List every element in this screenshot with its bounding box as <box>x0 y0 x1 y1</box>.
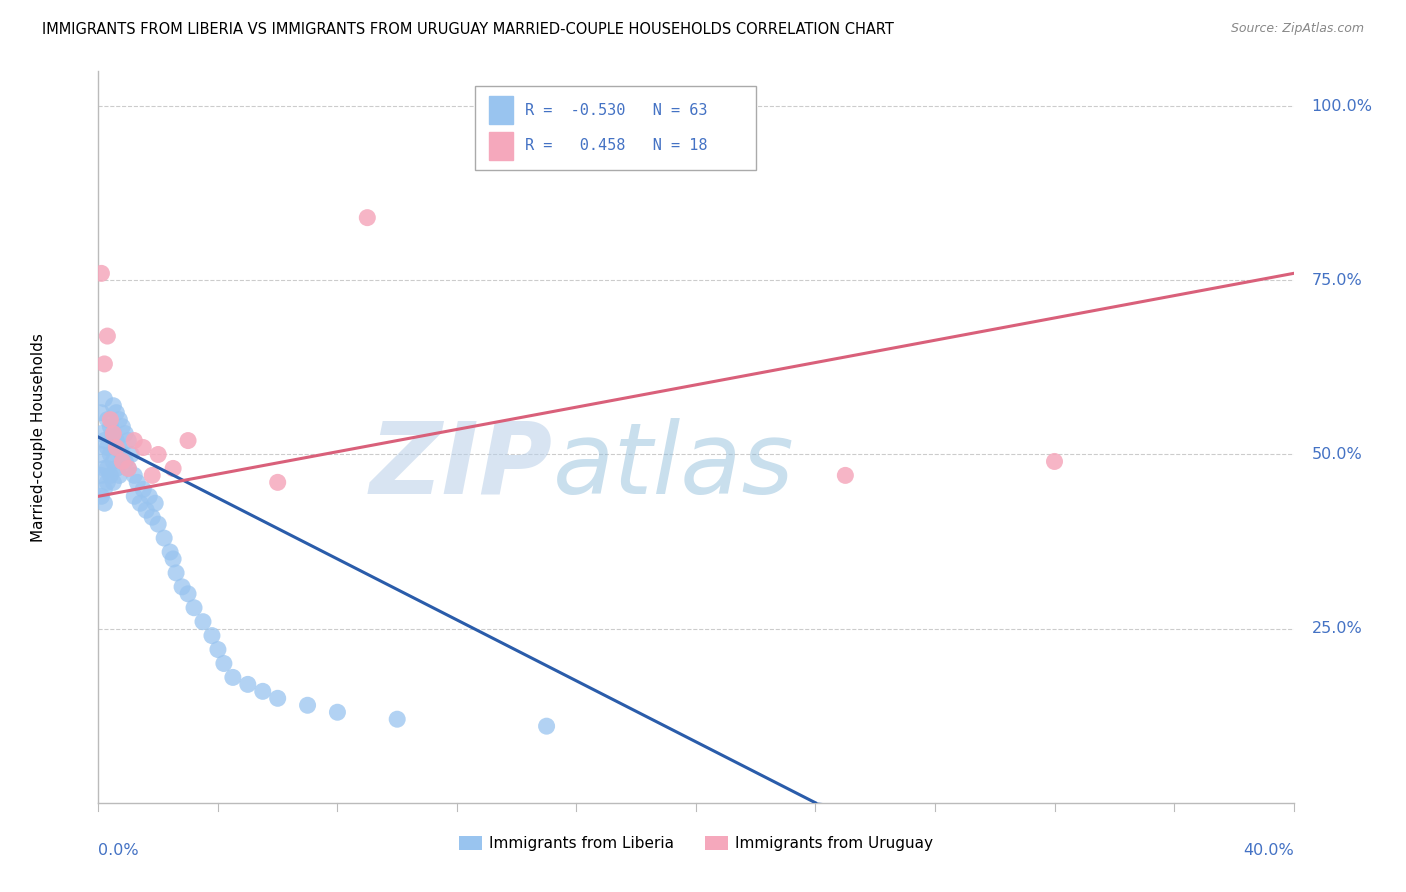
Point <box>98 419 122 434</box>
Point <box>93 496 115 510</box>
Point <box>1043 454 1066 468</box>
Point <box>90 406 112 420</box>
Point <box>177 587 200 601</box>
Point <box>90 489 112 503</box>
Point <box>103 475 125 490</box>
Point <box>297 698 319 713</box>
Point <box>141 468 163 483</box>
Point <box>105 461 128 475</box>
Point <box>93 461 115 475</box>
Point <box>98 412 122 426</box>
Point <box>252 684 274 698</box>
Text: 75.0%: 75.0% <box>1312 273 1362 288</box>
Text: Married-couple Households: Married-couple Households <box>31 333 46 541</box>
Point <box>143 496 166 510</box>
Point <box>98 468 122 483</box>
Point <box>172 580 194 594</box>
Point <box>159 545 181 559</box>
Point <box>162 552 184 566</box>
Point <box>162 461 184 475</box>
Text: atlas: atlas <box>553 417 794 515</box>
Point <box>93 357 115 371</box>
Point <box>129 496 152 510</box>
Point <box>135 503 157 517</box>
Point <box>90 448 112 462</box>
Point <box>93 483 115 497</box>
Point <box>201 629 224 643</box>
Point <box>148 517 170 532</box>
Text: ZIP: ZIP <box>370 417 553 515</box>
Point <box>124 489 146 503</box>
Point <box>132 483 155 497</box>
Point <box>117 461 139 475</box>
FancyBboxPatch shape <box>475 86 756 170</box>
Point <box>141 510 163 524</box>
Point <box>212 657 235 671</box>
Point <box>108 441 131 455</box>
Point <box>207 642 229 657</box>
Point <box>267 691 290 706</box>
Point <box>103 426 125 441</box>
Point <box>153 531 176 545</box>
Point <box>536 719 558 733</box>
Point <box>127 475 149 490</box>
Point <box>111 419 134 434</box>
Point <box>138 489 160 503</box>
Text: 0.0%: 0.0% <box>98 843 139 858</box>
Point <box>105 441 128 455</box>
Point <box>108 412 131 426</box>
Text: 25.0%: 25.0% <box>1312 621 1362 636</box>
Point <box>90 468 112 483</box>
Point <box>120 448 142 462</box>
Point <box>93 392 115 406</box>
Point <box>183 600 205 615</box>
Point <box>111 448 134 462</box>
Point <box>191 615 214 629</box>
Point <box>356 211 378 225</box>
Point <box>236 677 259 691</box>
Point <box>96 461 118 475</box>
Bar <box>489 96 513 124</box>
Point <box>90 426 112 441</box>
Text: R =   0.458   N = 18: R = 0.458 N = 18 <box>524 138 707 153</box>
Point <box>124 434 146 448</box>
Point <box>117 434 139 448</box>
Point <box>108 468 131 483</box>
Bar <box>489 132 513 160</box>
Point <box>117 461 139 475</box>
Point <box>124 468 146 483</box>
Point <box>165 566 187 580</box>
Point <box>385 712 409 726</box>
Point <box>834 468 856 483</box>
Point <box>114 454 136 468</box>
Point <box>177 434 200 448</box>
Text: 40.0%: 40.0% <box>1243 843 1294 858</box>
Point <box>114 426 136 441</box>
Point <box>90 266 112 280</box>
Point <box>93 434 115 448</box>
Point <box>98 448 122 462</box>
Text: 50.0%: 50.0% <box>1312 447 1362 462</box>
Point <box>222 670 245 684</box>
Point <box>105 406 128 420</box>
Text: Source: ZipAtlas.com: Source: ZipAtlas.com <box>1230 22 1364 36</box>
Point <box>132 441 155 455</box>
Point <box>267 475 290 490</box>
Text: 100.0%: 100.0% <box>1312 99 1372 113</box>
Point <box>326 705 349 719</box>
Point <box>96 412 118 426</box>
Text: IMMIGRANTS FROM LIBERIA VS IMMIGRANTS FROM URUGUAY MARRIED-COUPLE HOUSEHOLDS COR: IMMIGRANTS FROM LIBERIA VS IMMIGRANTS FR… <box>42 22 894 37</box>
Text: R =  -0.530   N = 63: R = -0.530 N = 63 <box>524 103 707 118</box>
Point <box>148 448 170 462</box>
Point <box>96 441 118 455</box>
Point <box>96 475 118 490</box>
Legend: Immigrants from Liberia, Immigrants from Uruguay: Immigrants from Liberia, Immigrants from… <box>453 830 939 857</box>
Point <box>103 454 125 468</box>
Point <box>103 426 125 441</box>
Point <box>96 329 118 343</box>
Point <box>103 399 125 413</box>
Point <box>111 454 134 468</box>
Point <box>105 434 128 448</box>
